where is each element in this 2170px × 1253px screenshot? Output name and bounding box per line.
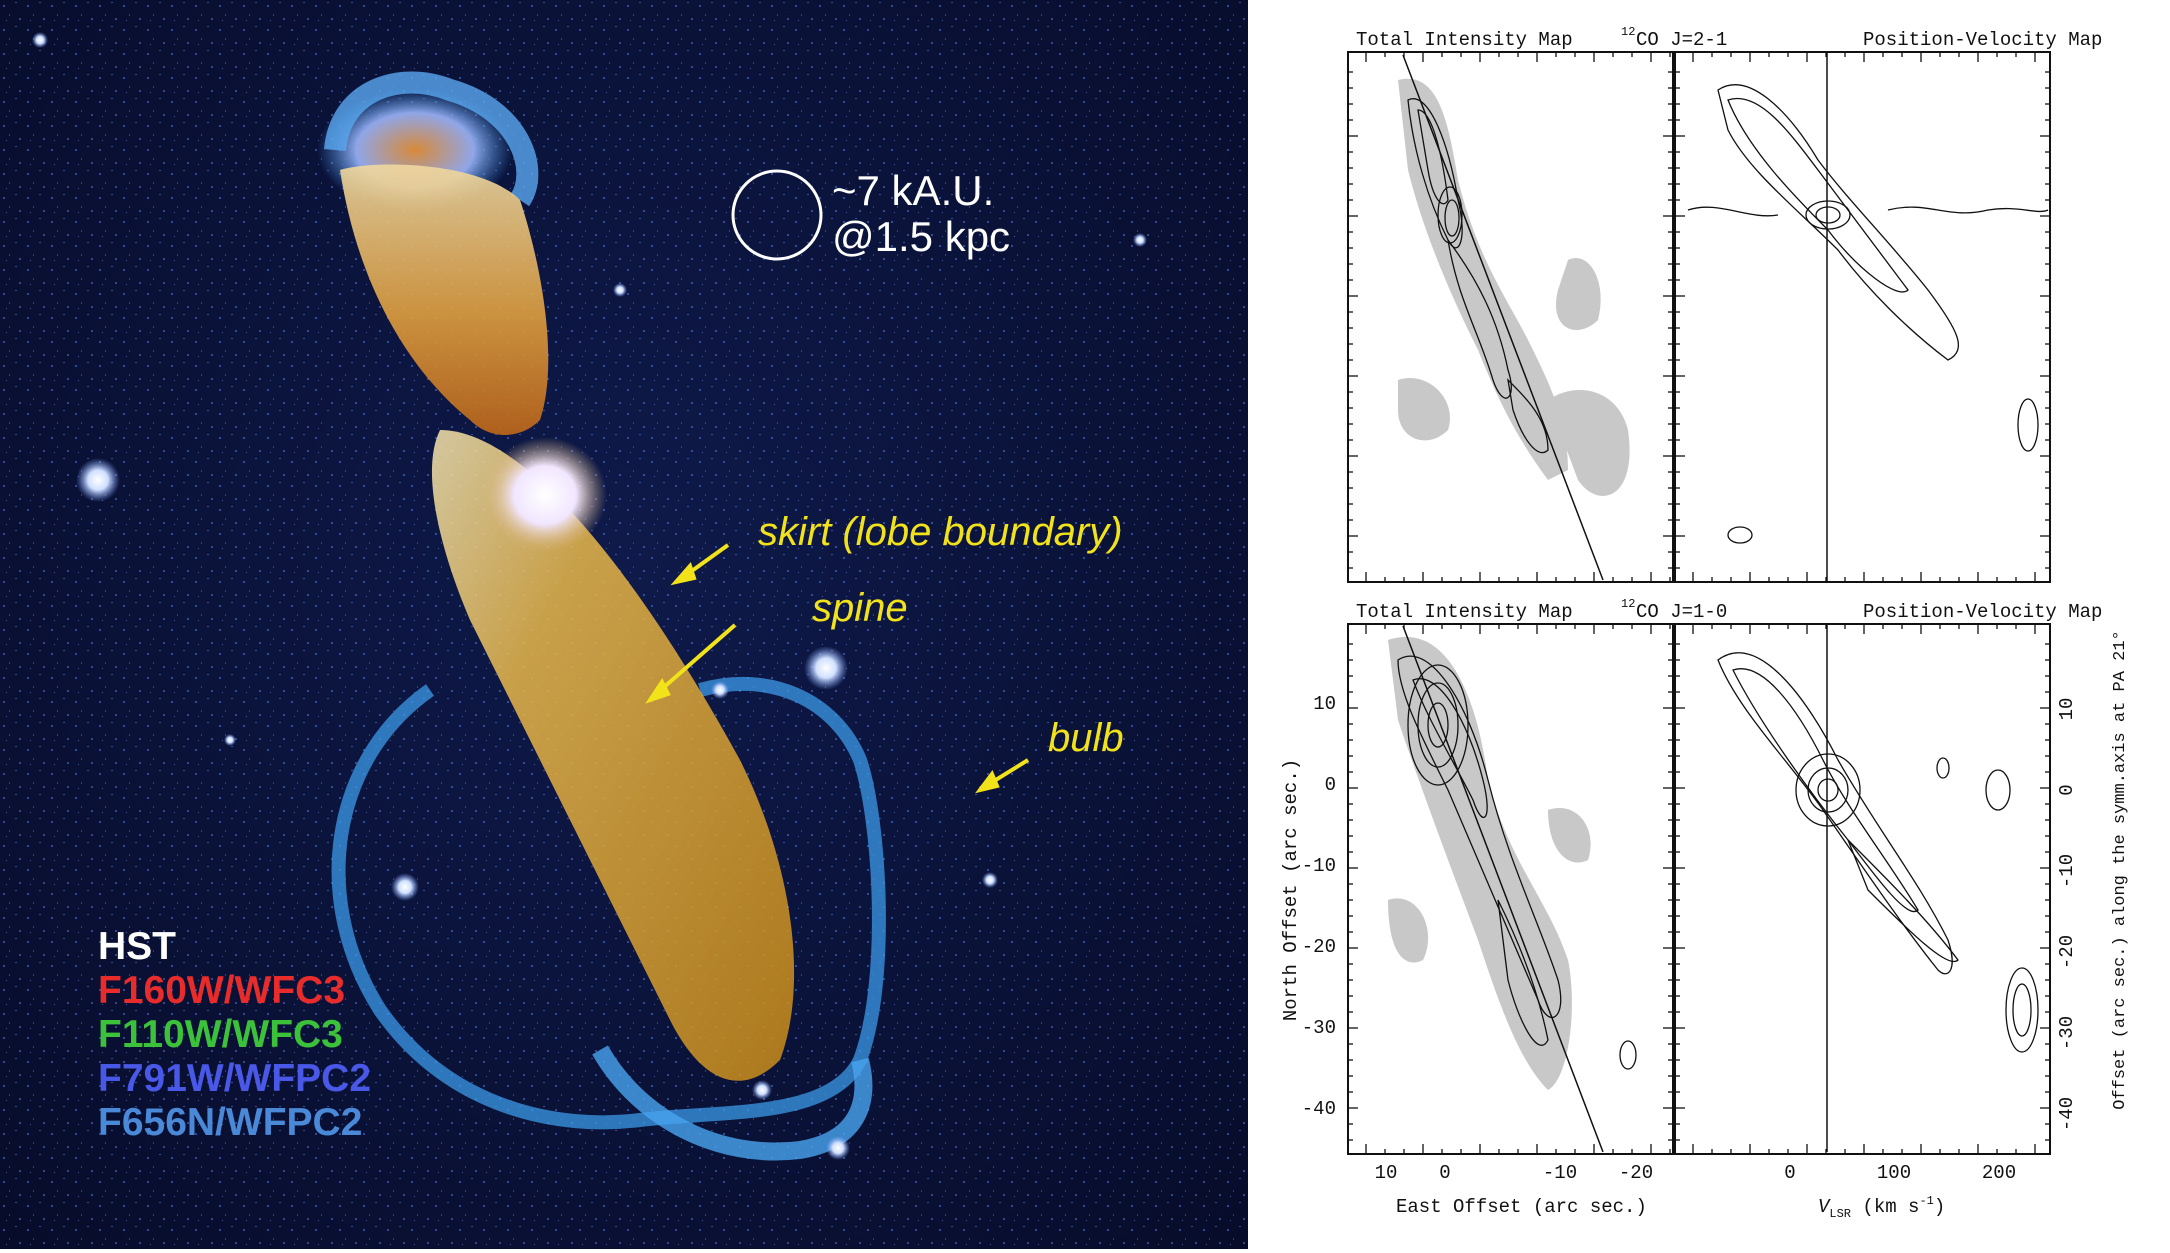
- y-tick-left-neg10: -10: [1302, 855, 1336, 877]
- x-axis-left-label: East Offset (arc sec.): [1396, 1196, 1647, 1218]
- y-tick-left-neg40: -40: [1302, 1098, 1336, 1120]
- bottom-center-title-sup: 12: [1621, 597, 1635, 611]
- scale-label: ~7 kA.U. @1.5 kpc: [832, 168, 1010, 260]
- y-tick-right-neg10: -10: [2056, 854, 2078, 888]
- x-tick-right-0: 0: [1784, 1162, 1795, 1184]
- annotation-skirt: skirt (lobe boundary): [758, 510, 1123, 554]
- x-tick-left-10: 10: [1375, 1162, 1398, 1184]
- legend-hst: HST: [98, 925, 176, 968]
- y-axis-left-label: North Offset (arc sec.): [1280, 759, 1302, 1021]
- y-tick-right-10: 10: [2056, 698, 2078, 721]
- y-tick-right-neg30: -30: [2056, 1016, 2078, 1050]
- bottom-left-title: Total Intensity Map: [1356, 601, 1573, 623]
- y-tick-right-neg40: -40: [2056, 1097, 2078, 1131]
- bottom-center-title: CO J=1-0: [1636, 601, 1727, 623]
- top-right-title: Position-Velocity Map: [1863, 29, 2102, 51]
- y-tick-right-neg20: -20: [2056, 935, 2078, 969]
- x-axis-right-label: VLSR (km s-1): [1818, 1194, 1945, 1221]
- top-right-map: [1687, 52, 2049, 582]
- x-axis-right-label-exp: -1: [1919, 1194, 1933, 1208]
- x-axis-left: 10 0 -10 -20 East Offset (arc sec.): [1375, 1162, 1654, 1218]
- nebula-image: [0, 0, 1248, 1249]
- scale-circle: [731, 169, 823, 261]
- top-right-frame: [1674, 51, 2051, 583]
- x-axis-right-label-v: V: [1818, 1196, 1831, 1218]
- bottom-right-frame: [1674, 623, 2051, 1155]
- spine-arrow: [653, 623, 737, 697]
- x-axis-right: 0 100 200 VLSR (km s-1): [1784, 1162, 2016, 1221]
- legend-f791w: F791W/WFPC2: [98, 1057, 372, 1100]
- legend-f110w: F110W/WFC3: [98, 1013, 343, 1056]
- legend-f160w: F160W/WFC3: [98, 969, 346, 1012]
- bottom-left-map: [1388, 625, 1637, 1153]
- y-axis-right-label: Offset (arc sec.) along the symm.axis at…: [2111, 630, 2130, 1109]
- filter-legend: HST F160W/WFC3 F110W/WFC3 F791W/WFPC2 F6…: [98, 925, 371, 1145]
- y-axis-left: 10 0 -10 -20 -30 -40 North Offset (arc s…: [1280, 693, 1336, 1120]
- co-maps-panel: Total Intensity Map 12 CO J=2-1 Position…: [1248, 0, 2170, 1249]
- tick-marks: [1348, 52, 2050, 1154]
- y-tick-left-neg20: -20: [1302, 936, 1336, 958]
- x-tick-left-neg10: -10: [1543, 1162, 1577, 1184]
- x-axis-right-label-sub: LSR: [1829, 1207, 1851, 1221]
- top-left-map: [1398, 54, 1630, 581]
- co-maps-figure: Total Intensity Map 12 CO J=2-1 Position…: [1280, 25, 2130, 1221]
- annotation-bulb: bulb: [1048, 716, 1124, 760]
- y-tick-left-neg30: -30: [1302, 1017, 1336, 1039]
- y-tick-left-10: 10: [1313, 693, 1336, 715]
- x-tick-left-neg20: -20: [1619, 1162, 1653, 1184]
- top-center-title-sup: 12: [1621, 25, 1635, 39]
- bottom-right-title: Position-Velocity Map: [1863, 601, 2102, 623]
- annotation-spine: spine: [812, 586, 908, 630]
- x-tick-right-100: 100: [1877, 1162, 1911, 1184]
- bottom-right-map: [1717, 624, 2039, 1152]
- top-left-title: Total Intensity Map: [1356, 29, 1573, 51]
- x-axis-right-label-units: (km s: [1851, 1196, 1919, 1218]
- top-center-title: CO J=2-1: [1636, 29, 1727, 51]
- scale-label-distance: @1.5 kpc: [832, 213, 1011, 260]
- x-tick-left-0: 0: [1439, 1162, 1450, 1184]
- x-axis-right-label-end: ): [1934, 1196, 1945, 1218]
- y-tick-right-0: 0: [2056, 784, 2078, 795]
- x-tick-right-200: 200: [1982, 1162, 2016, 1184]
- scale-label-size: ~7 kA.U.: [832, 167, 995, 214]
- y-axis-right: 10 0 -10 -20 -30 -40 Offset (arc sec.) a…: [2056, 630, 2130, 1131]
- hst-image-panel: ~7 kA.U. @1.5 kpc skirt (lobe boundary) …: [0, 0, 1248, 1249]
- legend-f656n: F656N/WFPC2: [98, 1101, 363, 1144]
- y-tick-left-0: 0: [1325, 774, 1336, 796]
